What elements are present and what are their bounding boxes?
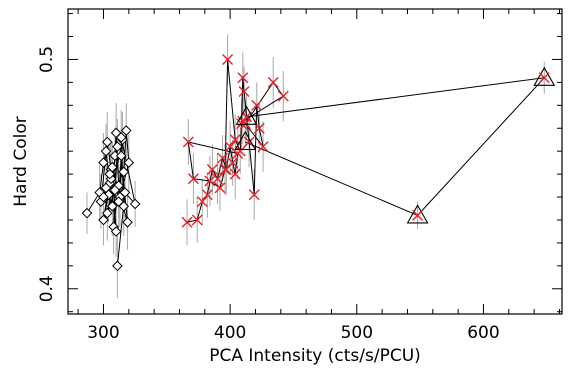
x-marker [412, 209, 424, 221]
triangle-marker [406, 204, 429, 224]
diamond-marker [98, 191, 109, 203]
series-lines [86, 59, 546, 266]
x-marker [217, 152, 229, 164]
x-marker [196, 196, 208, 208]
x-marker [238, 86, 250, 98]
x-marker [201, 189, 213, 201]
x-marker [538, 72, 550, 84]
x-tick-label: 600 [467, 323, 499, 343]
diamond-marker [100, 182, 112, 194]
x-marker [248, 189, 260, 201]
x-marker [277, 90, 289, 102]
x-marker [187, 173, 199, 185]
x-marker [236, 118, 248, 130]
x-marker [267, 76, 279, 88]
diamond-marker [123, 157, 135, 168]
triangle-marker [234, 130, 257, 151]
x-marker [204, 175, 216, 187]
plot-frame [67, 8, 563, 315]
x-marker [211, 173, 223, 185]
diamond-marker [101, 136, 113, 148]
diamond-marker [115, 150, 127, 162]
x-marker [237, 72, 249, 84]
diamond-marker [120, 125, 132, 136]
y-axis-ticks: 0.4 0.5 [37, 13, 562, 313]
error-bars [86, 34, 545, 298]
triangle-marker [235, 105, 258, 125]
x-marker [182, 136, 194, 148]
diamond-marker [104, 168, 116, 180]
diamond-marker [98, 157, 109, 168]
diamond-marker [118, 200, 130, 212]
x-marker [219, 164, 231, 176]
x-marker [206, 164, 218, 176]
diamond-marker [81, 207, 93, 219]
diamond-marker [118, 166, 130, 178]
diamond-marker [122, 216, 133, 228]
diamond-marker [98, 214, 109, 226]
data-markers [81, 53, 556, 272]
diamond-marker [100, 145, 112, 157]
x-marker [214, 182, 226, 194]
x-marker [222, 53, 234, 65]
diamond-marker [119, 187, 131, 198]
x-marker [257, 141, 269, 153]
y-tick-label: 0.5 [37, 46, 57, 73]
x-axis-label: PCA Intensity (cts/s/PCU) [209, 346, 421, 366]
y-tick-label: 0.4 [37, 275, 57, 302]
y-axis-label: Hard Color [11, 116, 31, 206]
series-line-3 [245, 77, 546, 216]
x-marker [229, 168, 241, 180]
x-marker [191, 214, 203, 226]
diamond-marker [109, 184, 121, 196]
x-marker [253, 122, 265, 134]
diamond-marker [112, 141, 123, 152]
x-tick-label: 400 [214, 323, 246, 343]
diamond-marker [110, 226, 122, 237]
triangle-marker [533, 66, 556, 86]
diamond-marker [115, 132, 127, 143]
diamond-marker [101, 207, 113, 219]
x-marker [181, 216, 193, 228]
x-tick-label: 500 [341, 323, 373, 343]
diamond-marker [112, 260, 123, 272]
diamond-marker [107, 200, 118, 212]
x-tick-label: 300 [87, 323, 119, 343]
x-axis-ticks: 300 400 500 600 [77, 9, 560, 343]
diamond-marker [129, 198, 141, 210]
x-marker [234, 145, 246, 157]
x-marker [251, 99, 263, 111]
